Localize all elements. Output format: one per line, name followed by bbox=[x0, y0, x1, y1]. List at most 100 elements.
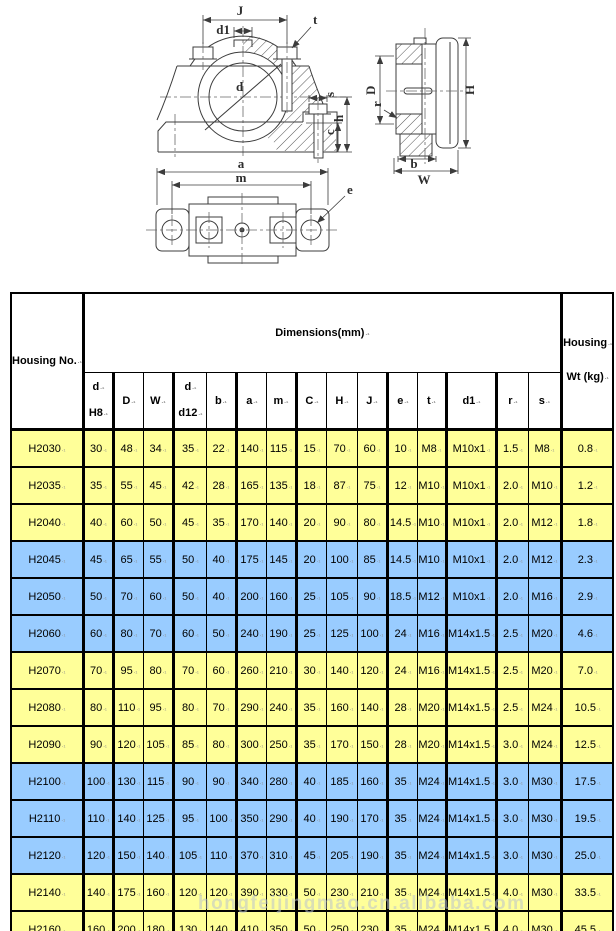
dim-cell: 140 bbox=[356, 688, 388, 726]
housing-no-cell: H2070 bbox=[10, 651, 84, 689]
dim-cell: 35 bbox=[171, 428, 207, 467]
dim-cell: 105 bbox=[171, 836, 207, 874]
dim-cell: 125 bbox=[142, 799, 174, 837]
dim-cell: 140 bbox=[265, 503, 297, 541]
wt-cell: 7.0 bbox=[559, 651, 614, 689]
dim-cell: 205 bbox=[325, 836, 358, 874]
housing-no-cell: H2080 bbox=[10, 688, 84, 726]
dim-cell: M14x1.5 bbox=[444, 725, 497, 763]
header-col-m: m bbox=[265, 372, 297, 431]
wt-cell: 19.5 bbox=[559, 799, 614, 837]
dim-cell: 35 bbox=[205, 503, 237, 541]
housing-no-cell: H2160 bbox=[10, 910, 84, 931]
table-row: H21601602001801301404103505025023035M24M… bbox=[10, 910, 614, 931]
dim-cell: 190 bbox=[265, 614, 297, 652]
dim-cell: M10 bbox=[416, 503, 447, 541]
dim-cell: 90 bbox=[356, 577, 388, 615]
housing-no-cell: H2040 bbox=[10, 503, 84, 541]
dim-cell: 110 bbox=[111, 688, 144, 726]
dim-cell: 95 bbox=[171, 799, 207, 837]
side-view: D r H b W bbox=[363, 28, 477, 187]
dim-cell: M14x1.5 bbox=[444, 688, 497, 726]
dim-cell: 85 bbox=[356, 540, 388, 578]
dim-cell: M24 bbox=[416, 873, 447, 911]
dim-cell: 230 bbox=[325, 873, 358, 911]
dim-cell: 85 bbox=[171, 725, 207, 763]
dim-cell: 105 bbox=[325, 577, 358, 615]
dim-cell: M14x1.5 bbox=[444, 836, 497, 874]
dim-cell: 185 bbox=[325, 762, 358, 800]
dim-cell: 240 bbox=[234, 614, 267, 652]
dim-cell: 290 bbox=[265, 799, 297, 837]
dim-cell: M10 bbox=[416, 466, 447, 504]
dim-cell: 175 bbox=[111, 873, 144, 911]
header-col-J: J bbox=[356, 372, 388, 431]
dim-cell: 42 bbox=[171, 466, 207, 504]
dim-cell: M8 bbox=[527, 428, 562, 467]
dim-cell: 210 bbox=[356, 873, 388, 911]
table-row: H2080801109580702902403516014028M20M14x1… bbox=[10, 688, 614, 726]
dim-cell: 160 bbox=[356, 762, 388, 800]
dim-cell: M14x1.5 bbox=[444, 651, 497, 689]
dimensions-table: Housing No. Dimensions(mm) Housing Wt (k… bbox=[10, 292, 615, 931]
dim-cell: 90 bbox=[325, 503, 358, 541]
dim-cell: M24 bbox=[416, 836, 447, 874]
dim-cell: 28 bbox=[205, 466, 237, 504]
dim-label-D: D bbox=[363, 86, 378, 95]
dim-cell: 250 bbox=[325, 910, 358, 931]
dim-cell: 3.0 bbox=[494, 836, 529, 874]
dim-cell: 390 bbox=[234, 873, 267, 911]
dim-cell: 120 bbox=[81, 836, 114, 874]
housing-no-cell: H2140 bbox=[10, 873, 84, 911]
dim-cell: M24 bbox=[416, 799, 447, 837]
dim-cell: 24 bbox=[385, 651, 418, 689]
dim-cell: 35 bbox=[385, 836, 418, 874]
wt-cell: 45.5 bbox=[559, 910, 614, 931]
dim-cell: 95 bbox=[142, 688, 174, 726]
dim-cell: 310 bbox=[265, 836, 297, 874]
dim-cell: 100 bbox=[205, 799, 237, 837]
dim-cell: 80 bbox=[81, 688, 114, 726]
dim-label-t: t bbox=[313, 12, 318, 27]
dim-cell: M20 bbox=[416, 725, 447, 763]
dim-cell: 130 bbox=[111, 762, 144, 800]
dim-cell: M14x1.5 bbox=[444, 799, 497, 837]
dim-cell: 125 bbox=[325, 614, 358, 652]
dim-cell: 130 bbox=[171, 910, 207, 931]
dim-cell: 50 bbox=[294, 910, 327, 931]
dim-cell: 3.0 bbox=[494, 799, 529, 837]
table-row: H21401401751601201203903305023021035M24M… bbox=[10, 873, 614, 911]
table-row: H206060807060502401902512510024M16M14x1.… bbox=[10, 614, 614, 652]
dim-cell: 55 bbox=[111, 466, 144, 504]
dim-cell: M14x1.5 bbox=[444, 873, 497, 911]
dim-cell: 200 bbox=[234, 577, 267, 615]
table-row: H2040406050453517014020908014.5M10M10x12… bbox=[10, 503, 614, 541]
dim-cell: M30 bbox=[527, 799, 562, 837]
header-col-d-d12: d d12 bbox=[171, 372, 207, 431]
dim-cell: M24 bbox=[527, 725, 562, 763]
dim-cell: 50 bbox=[171, 540, 207, 578]
dim-cell: 18.5 bbox=[385, 577, 418, 615]
dim-cell: M10 bbox=[416, 540, 447, 578]
dim-cell: M10x1 bbox=[444, 577, 497, 615]
header-col-t: t bbox=[416, 372, 447, 431]
housing-no-cell: H2045 bbox=[10, 540, 84, 578]
dim-cell: M16 bbox=[416, 651, 447, 689]
dim-cell: 230 bbox=[356, 910, 388, 931]
dim-cell: 35 bbox=[385, 873, 418, 911]
header-housing-wt: Housing Wt (kg) bbox=[559, 293, 614, 431]
dim-cell: 290 bbox=[234, 688, 267, 726]
dim-cell: 4.0 bbox=[494, 910, 529, 931]
dim-cell: 240 bbox=[265, 688, 297, 726]
dim-cell: 120 bbox=[356, 651, 388, 689]
dim-cell: 80 bbox=[356, 503, 388, 541]
dim-cell: 35 bbox=[294, 688, 327, 726]
wt-cell: 10.5 bbox=[559, 688, 614, 726]
dim-cell: 140 bbox=[205, 910, 237, 931]
dim-cell: 60 bbox=[81, 614, 114, 652]
dim-cell: 1.5 bbox=[494, 428, 529, 467]
dim-cell: 40 bbox=[294, 762, 327, 800]
dim-cell: 48 bbox=[111, 428, 144, 467]
dim-cell: 70 bbox=[81, 651, 114, 689]
